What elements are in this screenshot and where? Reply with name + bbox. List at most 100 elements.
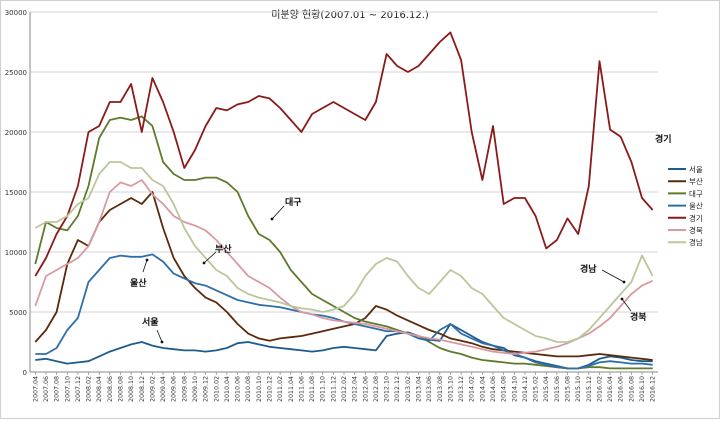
x-tick-label: 2012.04: [352, 376, 359, 402]
annotation-label: 부산: [215, 243, 232, 255]
annotation-label: 울산: [130, 277, 147, 289]
x-tick-label: 2009.04: [160, 376, 167, 402]
x-tick-label: 2012.02: [341, 376, 348, 402]
x-tick-label: 2016.02: [596, 376, 603, 402]
x-tick-label: 2010.02: [213, 376, 220, 402]
annotation-pointer: [621, 298, 632, 312]
y-tick-label: 10000: [5, 249, 27, 257]
axis-layer: 0 5000 10000 15000 20000 25000 30000 2007.04 200…: [5, 9, 658, 402]
y-tick-label: 25000: [5, 69, 27, 77]
legend-label: 경북: [689, 225, 703, 235]
x-tick-label: 2008.08: [117, 376, 124, 402]
x-tick-label: 2011.08: [309, 376, 316, 402]
x-tick-label: 2008.06: [107, 376, 114, 402]
x-tick-label: 2016.06: [618, 376, 625, 402]
x-tick-label: 2014.06: [490, 376, 497, 402]
x-tick-label: 2014.10: [511, 376, 518, 402]
x-tick-label: 2016.12: [650, 376, 657, 402]
annotation-pointer: [601, 269, 625, 283]
series-layer: [34, 31, 654, 370]
x-tick-label: 2013.02: [405, 376, 412, 402]
chart-title: 미분양 현황(2007.01 ~ 2016.12.): [271, 9, 429, 21]
x-tick-label: 2013.12: [458, 376, 465, 402]
x-tick-label: 2010.10: [256, 376, 263, 402]
x-tick-label: 2010.08: [245, 376, 252, 402]
x-tick-label: 2007.10: [64, 376, 71, 402]
annotation-label: 경기: [655, 133, 672, 145]
annotation-label: 경남: [580, 263, 597, 275]
x-tick-label: 2013.06: [426, 376, 433, 402]
x-tick-label: 2014.12: [522, 376, 529, 402]
annotation-label: 서울: [142, 316, 159, 328]
x-tick-label: 2009.06: [171, 376, 178, 402]
series-line-1: [34, 191, 653, 361]
annotation-pointer-head: [202, 261, 206, 265]
x-tick-label: 2012.12: [394, 376, 401, 402]
x-tick-label: 2009.10: [192, 376, 199, 402]
annotation-pointer-head: [270, 217, 274, 221]
x-tick-label: 2011.04: [288, 376, 295, 402]
x-tick-label: 2011.06: [298, 376, 305, 402]
series-line-5: [34, 179, 654, 355]
annotation-pointer: [156, 329, 163, 343]
annotation-pointer-head: [622, 280, 626, 284]
x-tick-label: 2008.12: [139, 376, 146, 402]
x-tick-label: 2015.04: [543, 376, 550, 402]
y-tick-label: 15000: [5, 189, 27, 197]
x-tick-label: 2016.08: [628, 376, 635, 402]
annotation-label: 경북: [630, 311, 647, 323]
x-tick-label: 2015.10: [575, 376, 582, 402]
annotation-pointer: [203, 251, 217, 264]
annotation-pointer-head: [620, 297, 624, 301]
x-tick-label: 2008.02: [86, 376, 93, 402]
y-tick-label: 30000: [5, 9, 27, 17]
annotation-pointer: [142, 259, 148, 273]
x-tick-label: 2012.06: [362, 376, 369, 402]
x-tick-label: 2007.04: [32, 376, 39, 402]
x-tick-label: 2014.04: [479, 376, 486, 402]
x-tick-label: 2007.12: [75, 376, 82, 402]
series-line-0: [35, 323, 653, 370]
x-tick-label: 2008.04: [96, 376, 103, 402]
x-tick-label: 2016.10: [639, 376, 646, 402]
x-tick-label: 2013.10: [447, 376, 454, 402]
x-tick-label: 2012.10: [384, 376, 391, 402]
x-tick-label: 2011.12: [330, 376, 337, 402]
x-tick-label: 2015.08: [565, 376, 572, 402]
legend-label: 울산: [689, 201, 703, 211]
y-tick-label: 20000: [5, 129, 27, 137]
x-tick-label: 2007.08: [54, 376, 61, 402]
x-tick-label: 2011.10: [320, 376, 327, 402]
x-tick-label: 2016.04: [607, 376, 614, 402]
legend-label: 서울: [689, 165, 703, 174]
x-tick-label: 2014.08: [501, 376, 508, 402]
legend-label: 부산: [689, 176, 703, 186]
legend-label: 대구: [689, 189, 703, 198]
annotation-label: 대구: [285, 196, 302, 208]
x-tick-label: 2013.08: [437, 376, 444, 402]
x-tick-label: 2012.08: [373, 376, 380, 402]
x-tick-label: 2008.10: [128, 376, 135, 402]
x-tick-label: 2015.12: [586, 376, 593, 402]
x-tick-label: 2010.04: [224, 376, 231, 402]
x-tick-label: 2009.12: [203, 376, 210, 402]
x-tick-label: 2011.02: [277, 376, 284, 402]
annotation-pointer-head: [145, 258, 149, 262]
x-tick-label: 2010.06: [235, 376, 242, 402]
legend-label: 경기: [689, 213, 703, 223]
annotation-pointer: [271, 205, 285, 220]
x-tick-label: 2014.02: [469, 376, 476, 402]
x-tick-label: 2007.06: [43, 376, 50, 402]
annotation-pointer-head: [160, 340, 164, 344]
x-tick-label: 2013.04: [416, 376, 423, 402]
x-tick-label: 2009.08: [181, 376, 188, 402]
series-line-6: [34, 161, 654, 343]
x-tick-label: 2015.06: [554, 376, 561, 402]
x-tick-label: 2015.02: [533, 376, 540, 402]
x-tick-label: 2010.12: [266, 376, 273, 402]
y-tick-label: 0: [23, 369, 27, 377]
